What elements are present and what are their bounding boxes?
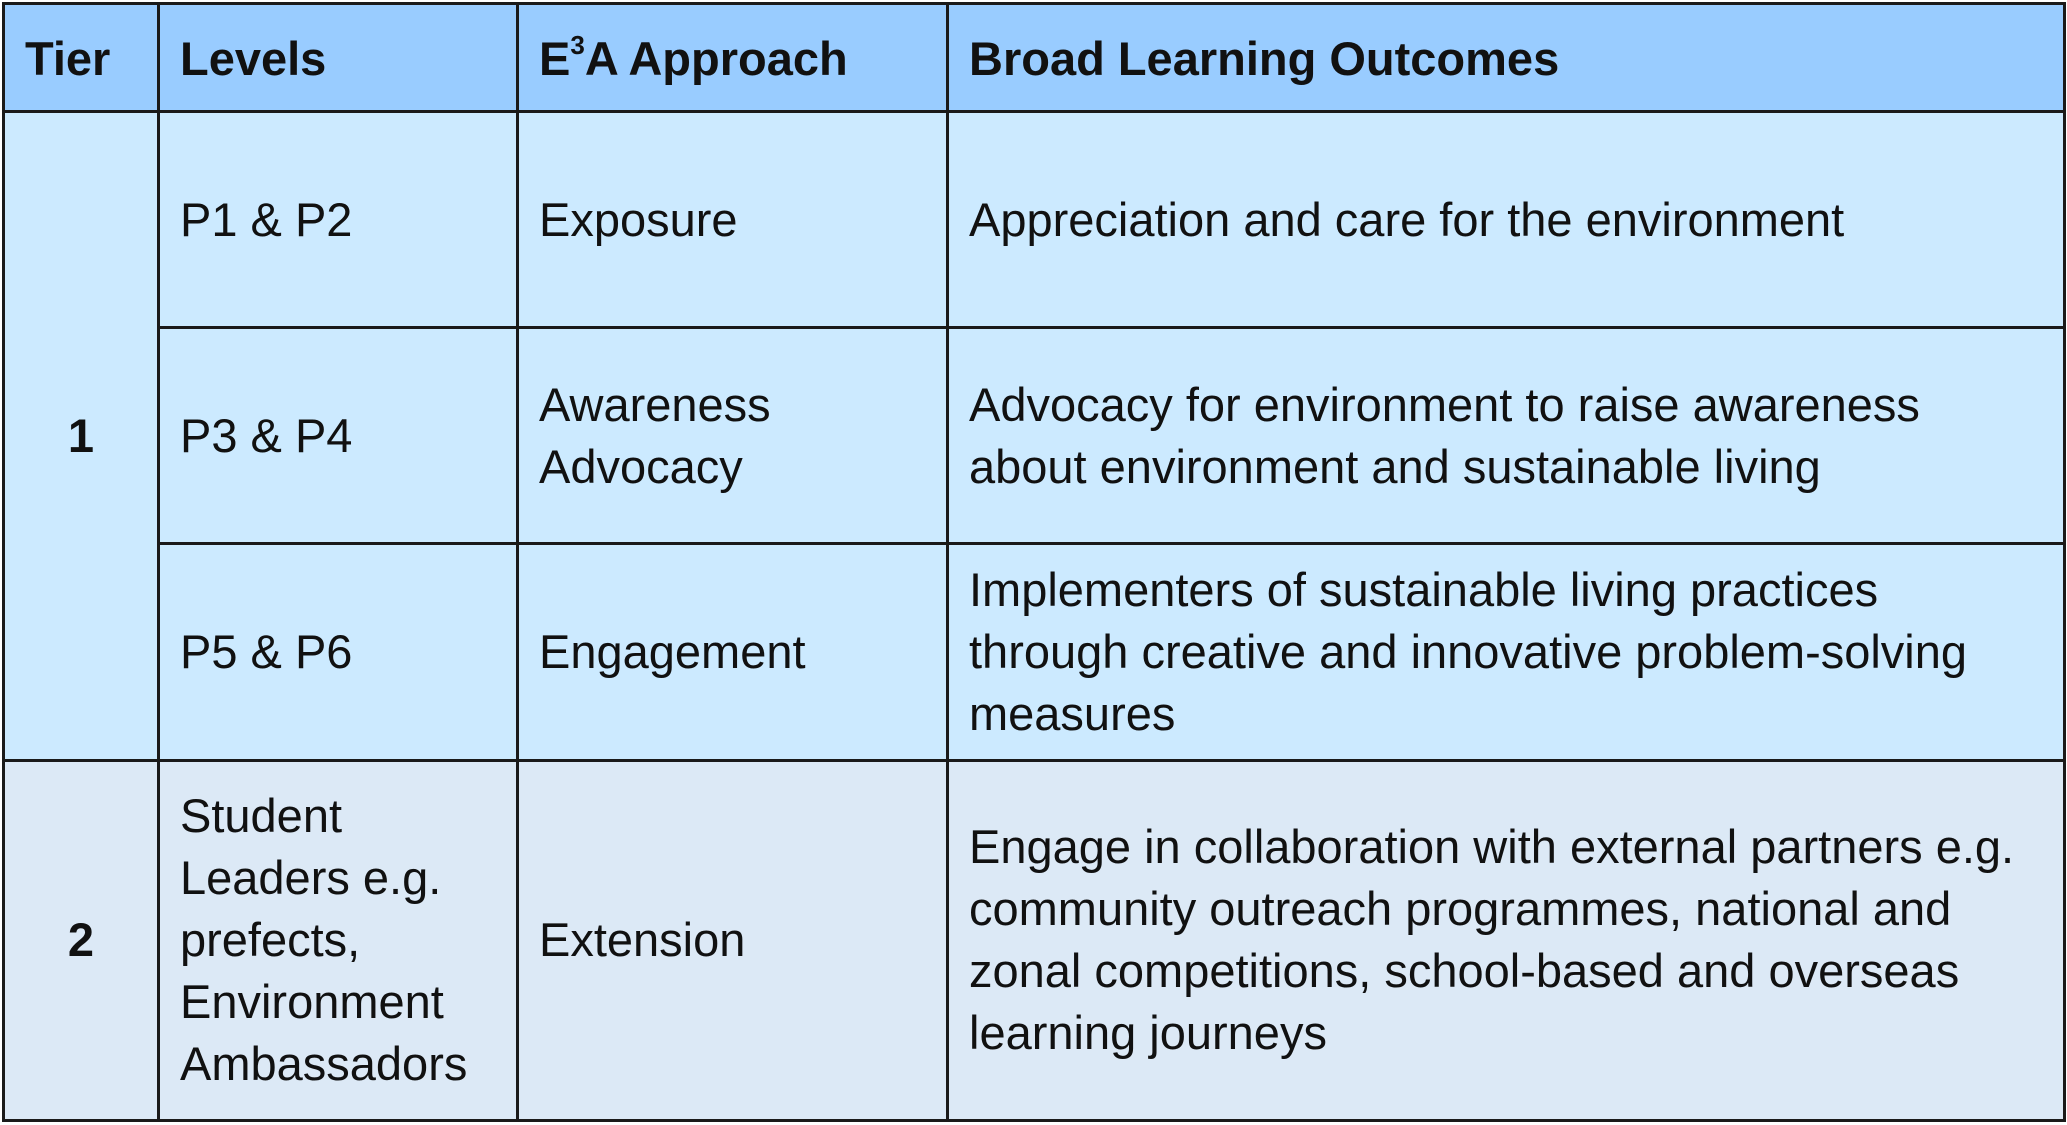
approach-cell: Engagement [516, 542, 949, 762]
approach-cell: Extension [516, 758, 949, 1123]
table-row: P3 & P4 Awareness Advocacy Advocacy for … [4, 326, 2066, 546]
levels-cell: Student Leaders e.g. prefects, Environme… [157, 758, 519, 1123]
approach-cell: Awareness Advocacy [516, 326, 949, 546]
header-approach: E3A Approach [516, 2, 949, 113]
approach-label: Exposure [539, 192, 738, 246]
header-tier: Tier [2, 2, 160, 113]
levels-cell: P3 & P4 [157, 326, 519, 546]
outcomes-cell: Appreciation and care for the environmen… [946, 109, 2066, 330]
levels-cell: P5 & P6 [157, 542, 519, 762]
header-row: Tier Levels E3A Approach Broad Learning … [2, 2, 2066, 113]
header-approach-prefix: E [539, 31, 571, 85]
table-row: 2 Student Leaders e.g. prefects, Environ… [2, 758, 2066, 1123]
table-row: 1 P1 & P2 Exposure Appreciation and care… [2, 109, 2066, 762]
approach-label: Advocacy [539, 439, 743, 493]
header-levels: Levels [157, 2, 519, 113]
outcomes-cell: Implementers of sustainable living pract… [946, 542, 2066, 762]
outcomes-cell: Engage in collaboration with external pa… [946, 758, 2066, 1123]
levels-cell: P1 & P2 [157, 109, 519, 330]
approach-cell: Exposure [516, 109, 949, 330]
approach-label: Extension [539, 913, 746, 967]
approach-label: Engagement [539, 625, 806, 678]
header-approach-suffix: A Approach [584, 31, 848, 85]
approach-label: Awareness [539, 377, 771, 431]
header-approach-superscript: 3 [570, 29, 585, 60]
outcomes-cell: Advocacy for environment to raise awaren… [946, 326, 2066, 546]
tier-cell: 2 [2, 758, 160, 1123]
header-outcomes: Broad Learning Outcomes [946, 2, 2066, 113]
table-row: P5 & P6 Engagement Implementers of susta… [4, 542, 2066, 762]
tier-cell: 1 [2, 110, 160, 762]
